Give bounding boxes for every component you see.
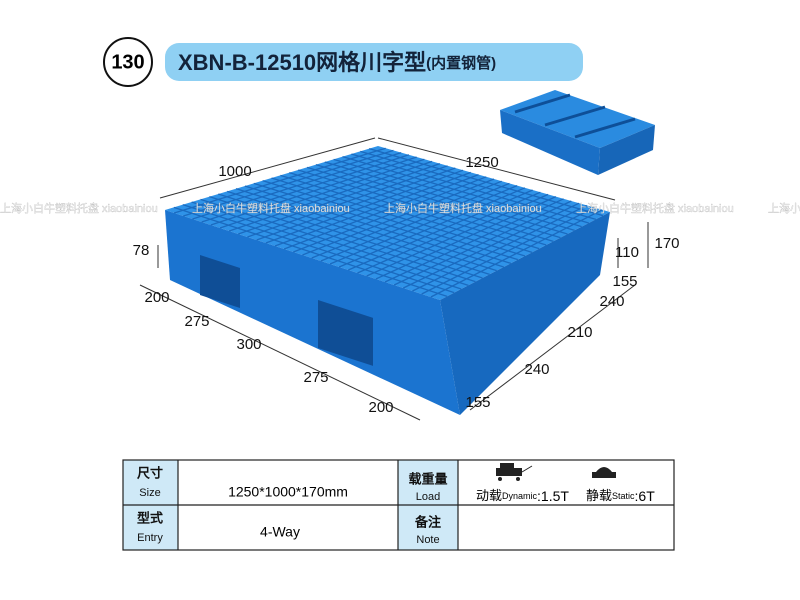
grid-rib — [320, 182, 510, 262]
grid-rib — [247, 165, 448, 238]
load-static: 静载Static:6T — [586, 488, 655, 504]
thumbnail — [500, 90, 655, 175]
pallet — [165, 146, 610, 415]
title-pill — [165, 43, 583, 81]
dim-label: 1000 — [218, 163, 251, 180]
grid-rib — [228, 160, 433, 232]
dimension-lines — [139, 137, 649, 421]
text: Dynamic — [502, 491, 538, 501]
text: 上海小白牛塑料托盘 xiaobainiou — [768, 201, 800, 215]
grid-rib — [238, 162, 441, 235]
text: 上海小白牛塑料托盘 xiaobainiou — [192, 201, 350, 215]
cell-label: 尺寸 — [137, 465, 163, 480]
dim-label: 240 — [599, 293, 624, 310]
dim-label: 240 — [524, 361, 549, 378]
text: 上海小白牛塑料托盘 xiaobainiou — [0, 201, 158, 215]
cell-value: 1250*1000*170mm — [228, 484, 348, 500]
grid-rib — [348, 189, 533, 271]
cell-label: Load — [416, 491, 440, 503]
load-icons — [496, 463, 616, 481]
grid-rib — [412, 204, 588, 292]
grid-rib — [302, 178, 495, 256]
grid-rib — [256, 167, 456, 241]
grid-rib — [329, 185, 518, 265]
cell-label: Entry — [137, 532, 163, 544]
text: 上海小白牛塑料托盘 xiaobainiou — [576, 201, 734, 215]
grid-rib — [192, 151, 402, 220]
text: 上海小白牛塑料托盘 xiaobainiou — [384, 201, 542, 215]
dim-label: 155 — [465, 394, 490, 411]
grid-rib — [201, 154, 410, 223]
text: :6T — [635, 488, 656, 504]
dim-label: 300 — [236, 336, 261, 353]
title: XBN-B-12510网格川字型(内置钢管) — [178, 50, 496, 75]
dim-label: 275 — [184, 313, 209, 330]
grid-rib — [173, 147, 386, 214]
dim-label: 78 — [133, 242, 150, 259]
grid-rib — [421, 207, 595, 295]
dim-label: 200 — [368, 399, 393, 416]
grid-rib — [393, 200, 572, 286]
grid-rib — [265, 169, 464, 244]
grid-rib — [375, 196, 557, 280]
dim-label: 170 — [654, 235, 679, 252]
grid-rib — [366, 193, 549, 277]
product-number: 130 — [111, 51, 144, 73]
text: :1.5T — [537, 488, 569, 504]
dim-label: 275 — [303, 369, 328, 386]
cell-label: 载重量 — [408, 471, 447, 486]
grid-rib — [210, 156, 417, 226]
dim-label: 110 — [615, 244, 639, 261]
dim-label: 200 — [144, 289, 169, 306]
text: 动载 — [476, 488, 502, 503]
cell-label: Size — [139, 487, 160, 499]
watermark: 上海小白牛塑料托盘 xiaobainiou 上海小白牛塑料托盘 xiaobaini… — [0, 201, 800, 215]
text: Static — [612, 491, 635, 501]
grid-rib — [430, 209, 603, 298]
badge — [103, 37, 153, 87]
dim-label: 155 — [612, 273, 637, 290]
cell-label: Note — [416, 534, 439, 546]
title-sub: (内置钢管) — [426, 54, 496, 72]
cell-label: 备注 — [414, 514, 441, 529]
load-dynamic: 动载Dynamic:1.5T — [476, 488, 569, 504]
grid-rib — [283, 173, 479, 250]
dim-label: 1250 — [465, 154, 498, 171]
grid-rib — [403, 202, 580, 289]
grid-rib — [357, 191, 541, 274]
grid-rib — [274, 171, 472, 247]
spec-table: 尺寸 Size 1250*1000*170mm 载重量 Load 动载Dynam… — [122, 459, 675, 551]
grid-rib — [293, 176, 487, 253]
dim-label: 210 — [567, 324, 592, 341]
grid-rib — [219, 158, 425, 229]
grid-rib — [338, 187, 526, 268]
cell-label: 型式 — [137, 510, 163, 525]
cell-value: 4-Way — [260, 524, 300, 540]
grid-rib — [183, 149, 394, 217]
grid-rib — [384, 198, 564, 283]
title-main: XBN-B-12510网格川字型 — [178, 50, 426, 75]
grid-rib — [311, 180, 502, 259]
text: 静载 — [586, 488, 612, 503]
